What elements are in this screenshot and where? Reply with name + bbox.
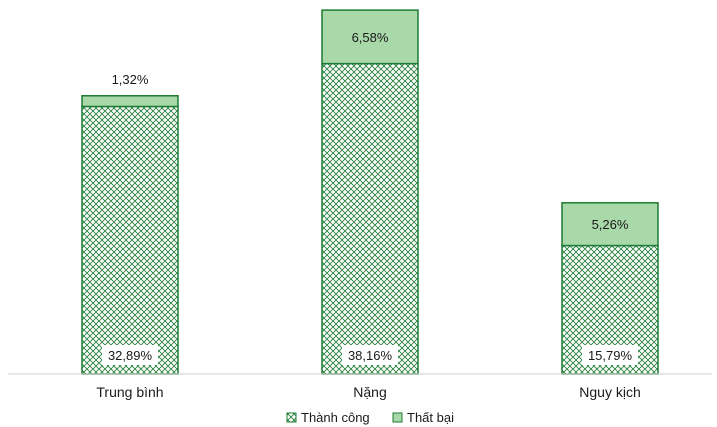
bar-that-bai-1: [321, 9, 419, 65]
x-tick-label: Nguy kịch: [579, 384, 640, 400]
data-label-bg: [582, 345, 638, 365]
x-tick-label: Nặng: [353, 384, 386, 400]
data-label-thanh-cong: 32,89%: [108, 348, 153, 363]
bar-that-bai-0: [81, 95, 179, 108]
legend-item-thanh-cong-label: Thành công: [301, 410, 370, 425]
legend-item-that-bai-swatch: [392, 412, 403, 423]
data-label-that-bai: 1,32%: [112, 72, 149, 87]
data-label-thanh-cong: 38,16%: [348, 348, 393, 363]
bar-that-bai-2: [561, 202, 659, 247]
data-labels: 32,89% 1,32% 38,16% 6,58% 15,79% 5,26%: [102, 30, 638, 365]
data-label-bg: [102, 345, 158, 365]
x-tick-labels: Trung bình Nặng Nguy kịch: [96, 384, 640, 400]
data-label-that-bai: 5,26%: [592, 217, 629, 232]
bars-group: [81, 9, 659, 375]
legend-item-that-bai-label: Thất bại: [407, 410, 454, 425]
data-label-bg: [342, 345, 398, 365]
x-tick-label: Trung bình: [96, 384, 163, 400]
bar-thanh-cong-1: [321, 62, 419, 375]
legend: Thành công Thất bại: [286, 410, 454, 425]
data-label-that-bai: 6,58%: [352, 30, 389, 45]
data-label-thanh-cong: 15,79%: [588, 348, 633, 363]
bar-thanh-cong-0: [81, 105, 179, 375]
legend-item-thanh-cong-swatch: [286, 412, 297, 423]
